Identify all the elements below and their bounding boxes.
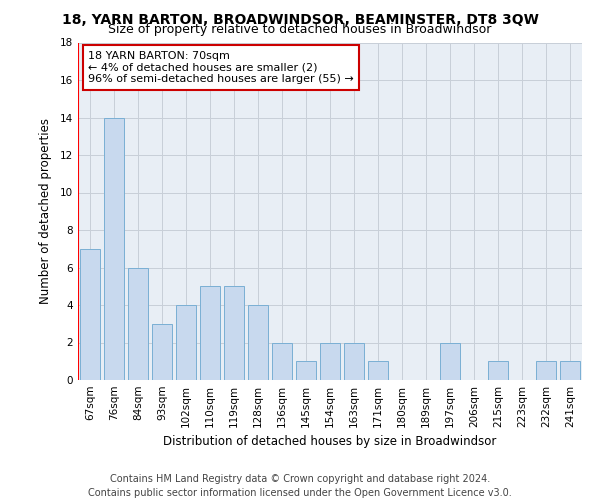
Bar — [536, 361, 556, 380]
Bar — [296, 361, 316, 380]
Bar — [440, 342, 460, 380]
Bar — [560, 361, 580, 380]
Bar — [368, 361, 388, 380]
Bar — [200, 286, 220, 380]
Bar — [80, 248, 100, 380]
Text: 18 YARN BARTON: 70sqm
← 4% of detached houses are smaller (2)
96% of semi-detach: 18 YARN BARTON: 70sqm ← 4% of detached h… — [88, 51, 354, 84]
Bar — [152, 324, 172, 380]
Bar — [320, 342, 340, 380]
Bar — [272, 342, 292, 380]
Bar — [224, 286, 244, 380]
Bar — [104, 118, 124, 380]
Text: 18, YARN BARTON, BROADWINDSOR, BEAMINSTER, DT8 3QW: 18, YARN BARTON, BROADWINDSOR, BEAMINSTE… — [62, 12, 538, 26]
Text: Contains HM Land Registry data © Crown copyright and database right 2024.
Contai: Contains HM Land Registry data © Crown c… — [88, 474, 512, 498]
Text: Size of property relative to detached houses in Broadwindsor: Size of property relative to detached ho… — [109, 22, 491, 36]
Bar — [488, 361, 508, 380]
Bar — [128, 268, 148, 380]
X-axis label: Distribution of detached houses by size in Broadwindsor: Distribution of detached houses by size … — [163, 436, 497, 448]
Bar — [176, 305, 196, 380]
Bar — [344, 342, 364, 380]
Bar — [248, 305, 268, 380]
Y-axis label: Number of detached properties: Number of detached properties — [38, 118, 52, 304]
